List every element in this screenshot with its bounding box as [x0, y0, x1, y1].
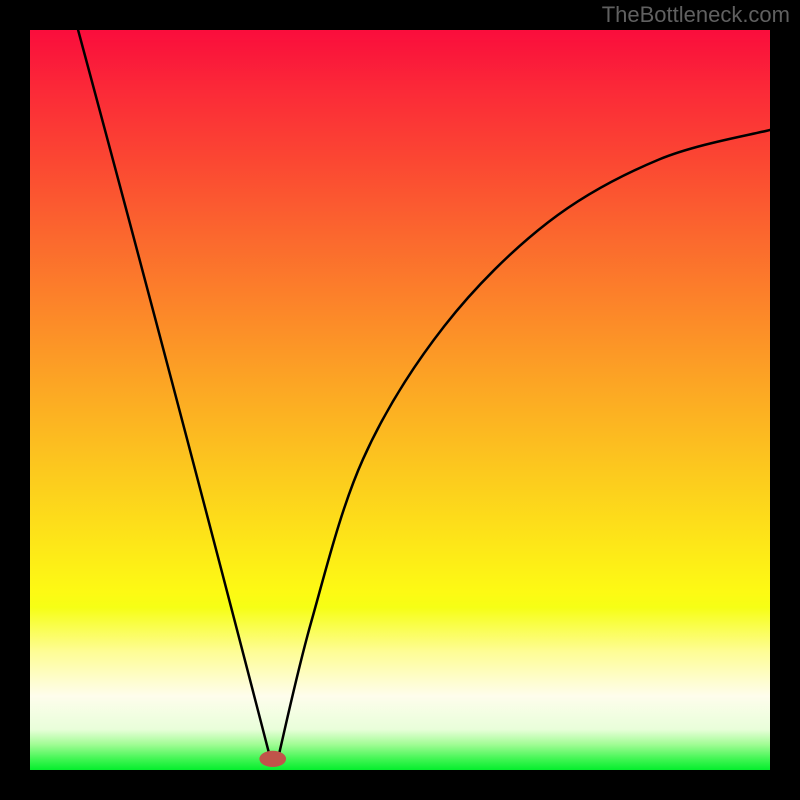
plot-svg	[30, 30, 770, 770]
plot-area	[30, 30, 770, 770]
watermark-text: TheBottleneck.com	[602, 2, 790, 28]
gradient-background	[30, 30, 770, 770]
bottleneck-marker	[259, 751, 286, 767]
chart-container: TheBottleneck.com	[0, 0, 800, 800]
